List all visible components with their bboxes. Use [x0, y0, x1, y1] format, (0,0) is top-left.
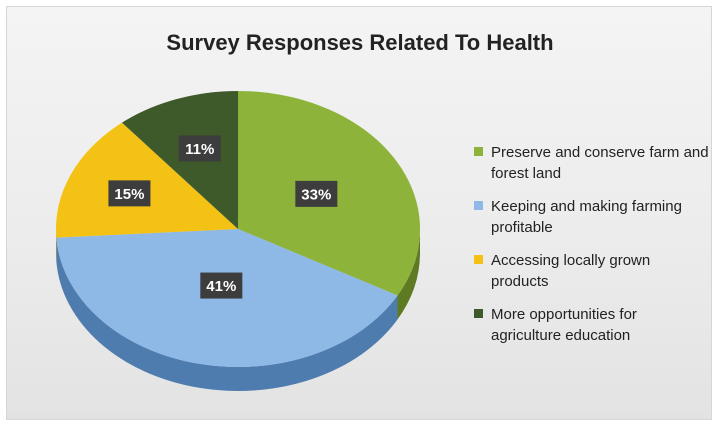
- legend-label: Keeping and making farming profitable: [491, 198, 682, 236]
- data-label-box: [108, 180, 151, 207]
- data-label: 41%: [200, 272, 243, 299]
- legend-swatch: [474, 255, 483, 264]
- legend-item: Keeping and making farming profitable: [474, 196, 710, 238]
- legend-swatch: [474, 309, 483, 318]
- data-label: 33%: [295, 180, 338, 207]
- legend-label: More opportunities for agriculture educa…: [491, 306, 637, 344]
- data-label-box: [295, 180, 338, 207]
- legend-item: Preserve and conserve farm and forest la…: [474, 142, 710, 184]
- data-label-text: 41%: [206, 278, 236, 295]
- data-label-box: [178, 135, 221, 162]
- legend-swatch: [474, 147, 483, 156]
- data-label-text: 33%: [301, 186, 331, 203]
- pie-slice-side: [56, 237, 398, 391]
- data-label: 11%: [178, 135, 221, 162]
- data-label: 15%: [108, 180, 151, 207]
- legend-label: Accessing locally grown products: [491, 252, 651, 290]
- legend-item: Accessing locally grown products: [474, 250, 710, 292]
- legend: Preserve and conserve farm and forest la…: [474, 142, 710, 358]
- data-label-box: [200, 272, 243, 299]
- data-label-text: 11%: [185, 141, 214, 158]
- legend-swatch: [474, 201, 483, 210]
- chart-title: Survey Responses Related To Health: [166, 30, 554, 55]
- pie-slice-side: [397, 229, 420, 320]
- data-label-text: 15%: [114, 186, 144, 203]
- pie-slice: [55, 122, 238, 238]
- legend-item: More opportunities for agriculture educa…: [474, 304, 710, 346]
- legend-label: Preserve and conserve farm and forest la…: [491, 144, 709, 182]
